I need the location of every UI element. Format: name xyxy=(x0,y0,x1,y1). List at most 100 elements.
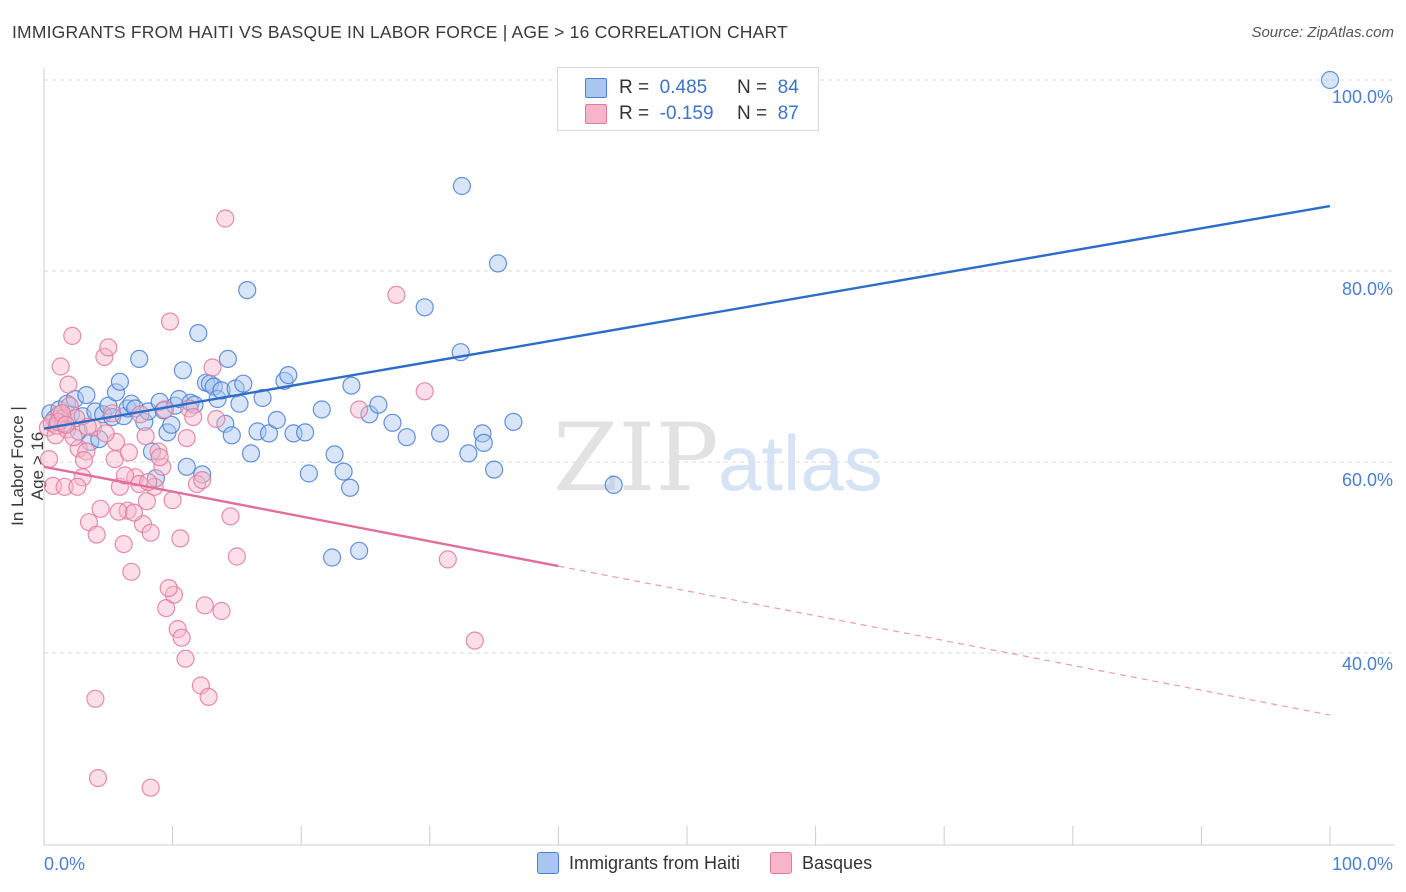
legend-n-label: N = xyxy=(737,77,768,98)
haiti-point xyxy=(474,433,493,452)
basques-point xyxy=(96,424,115,443)
basques-point xyxy=(168,619,187,639)
trend-line-basques-solid xyxy=(43,465,559,568)
legend-row-haiti: R = 0.485 N = 84 xyxy=(585,76,799,100)
haiti-point xyxy=(397,428,416,447)
legend-n-value-haiti: 84 xyxy=(777,77,799,98)
legend-swatch-basques xyxy=(585,104,607,124)
legend-r-value-basques: -0.159 xyxy=(659,103,714,124)
basques-point xyxy=(212,601,231,621)
legend-n-label: N = xyxy=(737,103,768,124)
legend-label-basques: Basques xyxy=(802,852,873,873)
basques-point xyxy=(195,596,214,615)
basques-point xyxy=(122,562,141,581)
haiti-point xyxy=(189,324,208,343)
basques-point xyxy=(51,357,70,376)
basques-point xyxy=(221,507,240,526)
haiti-point xyxy=(1320,70,1340,90)
basques-point xyxy=(63,326,82,345)
legend-r-label: R = xyxy=(619,103,650,124)
haiti-point xyxy=(383,413,402,432)
trend-lines xyxy=(43,204,1331,716)
basques-point xyxy=(119,443,138,462)
legend-item-haiti[interactable]: Immigrants from Haiti xyxy=(537,852,740,874)
haiti-point xyxy=(267,410,286,430)
basques-point xyxy=(115,466,135,485)
basques-point xyxy=(87,525,106,544)
basques-point xyxy=(68,477,87,496)
haiti-point xyxy=(193,465,212,484)
series-haiti xyxy=(41,70,1340,567)
haiti-point xyxy=(230,394,249,413)
legend-item-basques[interactable]: Basques xyxy=(770,852,872,874)
haiti-point xyxy=(162,415,181,434)
haiti-point xyxy=(110,372,130,391)
haiti-point xyxy=(415,298,434,317)
basques-point xyxy=(39,450,59,469)
basques-point xyxy=(137,492,156,511)
basques-point xyxy=(172,628,191,647)
haiti-point xyxy=(296,423,315,442)
haiti-point xyxy=(342,376,361,395)
haiti-point xyxy=(459,444,478,463)
basques-point xyxy=(88,768,108,788)
legend-n-value-basques: 87 xyxy=(777,103,799,124)
basques-point xyxy=(103,404,122,423)
y-tick-label-80: 80.0% xyxy=(1342,279,1393,299)
haiti-point xyxy=(473,424,492,443)
watermark: ZIP atlas xyxy=(553,404,883,513)
basques-point xyxy=(157,598,176,618)
basques-point xyxy=(149,442,168,461)
haiti-point xyxy=(253,388,272,408)
haiti-point xyxy=(279,366,298,385)
haiti-point xyxy=(341,478,360,497)
legend-row-basques: R = -0.159 N = 87 xyxy=(585,102,799,126)
basques-point xyxy=(114,534,133,554)
haiti-point xyxy=(485,460,504,479)
haiti-point xyxy=(350,541,369,560)
watermark-zip: ZIP xyxy=(553,404,719,513)
haiti-point xyxy=(325,445,344,464)
basques-point xyxy=(124,503,144,522)
basques-point xyxy=(203,358,222,377)
basques-point xyxy=(150,448,169,467)
basques-point xyxy=(95,347,114,366)
tick-labels: 40.0% 60.0% 80.0% 100.0% 0.0% 100.0% xyxy=(44,87,1393,874)
series-legend: Immigrants from Haiti Basques xyxy=(537,852,902,874)
basques-point xyxy=(387,285,406,304)
x-tick-label-0: 0.0% xyxy=(44,854,85,874)
haiti-point xyxy=(218,349,237,368)
correlation-legend: R = 0.485 N = 84 R = -0.159 N = 87 xyxy=(557,67,819,131)
haiti-point xyxy=(222,426,241,445)
haiti-point xyxy=(299,464,318,483)
axes xyxy=(43,68,1395,846)
watermark-atlas: atlas xyxy=(718,419,883,507)
basques-point xyxy=(199,687,218,707)
basques-point xyxy=(99,338,118,357)
gridlines xyxy=(44,79,1395,654)
basques-point xyxy=(136,427,155,446)
haiti-point xyxy=(106,383,126,402)
y-tick-label-40: 40.0% xyxy=(1342,654,1393,674)
haiti-point xyxy=(238,281,257,300)
haiti-point xyxy=(323,548,342,567)
haiti-point xyxy=(504,412,523,431)
haiti-point xyxy=(369,395,388,414)
basques-point xyxy=(415,382,434,401)
legend-label-haiti: Immigrants from Haiti xyxy=(569,852,741,873)
basques-point xyxy=(177,429,196,448)
legend-r-value-haiti: 0.485 xyxy=(659,77,708,98)
basques-point xyxy=(131,405,150,424)
data-points xyxy=(38,70,1340,797)
haiti-point xyxy=(431,424,450,443)
legend-swatch-haiti-bottom xyxy=(537,852,559,874)
series-basques xyxy=(38,209,484,797)
basques-point xyxy=(141,523,160,542)
basques-point xyxy=(207,409,226,429)
basques-point xyxy=(141,778,160,797)
haiti-point xyxy=(334,462,353,481)
chart-title: IMMIGRANTS FROM HAITI VS BASQUE IN LABOR… xyxy=(12,22,788,42)
basques-point xyxy=(160,312,180,331)
legend-r-label: R = xyxy=(619,77,650,98)
